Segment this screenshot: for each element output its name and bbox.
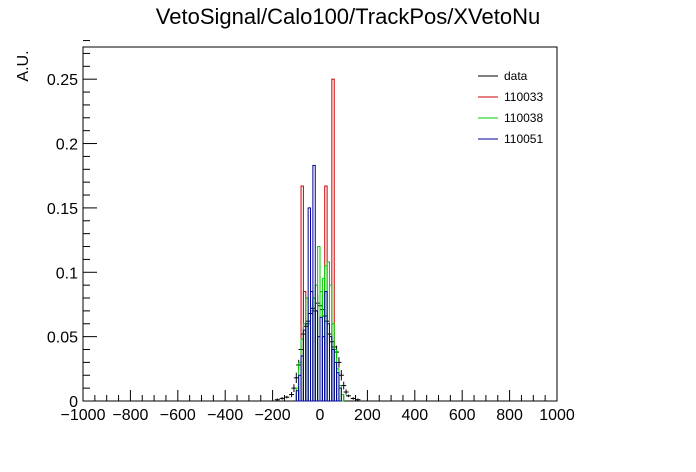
series-110051 bbox=[295, 164, 342, 402]
y-tick-label: 0.25 bbox=[47, 72, 78, 89]
legend-label: 110038 bbox=[504, 111, 543, 125]
legend-label: data bbox=[504, 69, 528, 83]
x-tick-label: −400 bbox=[207, 407, 243, 424]
y-tick-label: 0.1 bbox=[56, 265, 78, 282]
legend-label: 110033 bbox=[504, 90, 543, 104]
x-tick-label: −800 bbox=[112, 407, 148, 424]
x-tick-label: 200 bbox=[354, 407, 381, 424]
bar bbox=[312, 164, 316, 402]
y-tick-label: 0.15 bbox=[47, 201, 78, 218]
series-layer bbox=[274, 78, 361, 402]
y-tick-label: 0.05 bbox=[47, 330, 78, 347]
x-tick-label: 600 bbox=[449, 407, 476, 424]
y-tick-label: 0.2 bbox=[56, 137, 78, 154]
x-tick-label: −600 bbox=[160, 407, 196, 424]
bar bbox=[336, 372, 340, 402]
legend: data 110033 110038 110051 bbox=[478, 69, 543, 146]
y-axis: 0 0.05 0.1 0.15 0.2 0.25 bbox=[47, 40, 97, 411]
x-tick-label: −1000 bbox=[61, 407, 106, 424]
x-tick-label: 0 bbox=[316, 407, 325, 424]
x-tick-label: 800 bbox=[496, 407, 523, 424]
legend-label: 110051 bbox=[504, 132, 543, 146]
y-axis-label: A.U. bbox=[15, 50, 32, 81]
x-tick-label: 400 bbox=[401, 407, 428, 424]
chart-title: VetoSignal/Calo100/TrackPos/XVetoNu bbox=[156, 4, 540, 29]
x-tick-label: −200 bbox=[255, 407, 291, 424]
x-tick-label: 1000 bbox=[539, 407, 575, 424]
y-tick-label: 0 bbox=[69, 394, 78, 411]
bar bbox=[338, 387, 342, 402]
